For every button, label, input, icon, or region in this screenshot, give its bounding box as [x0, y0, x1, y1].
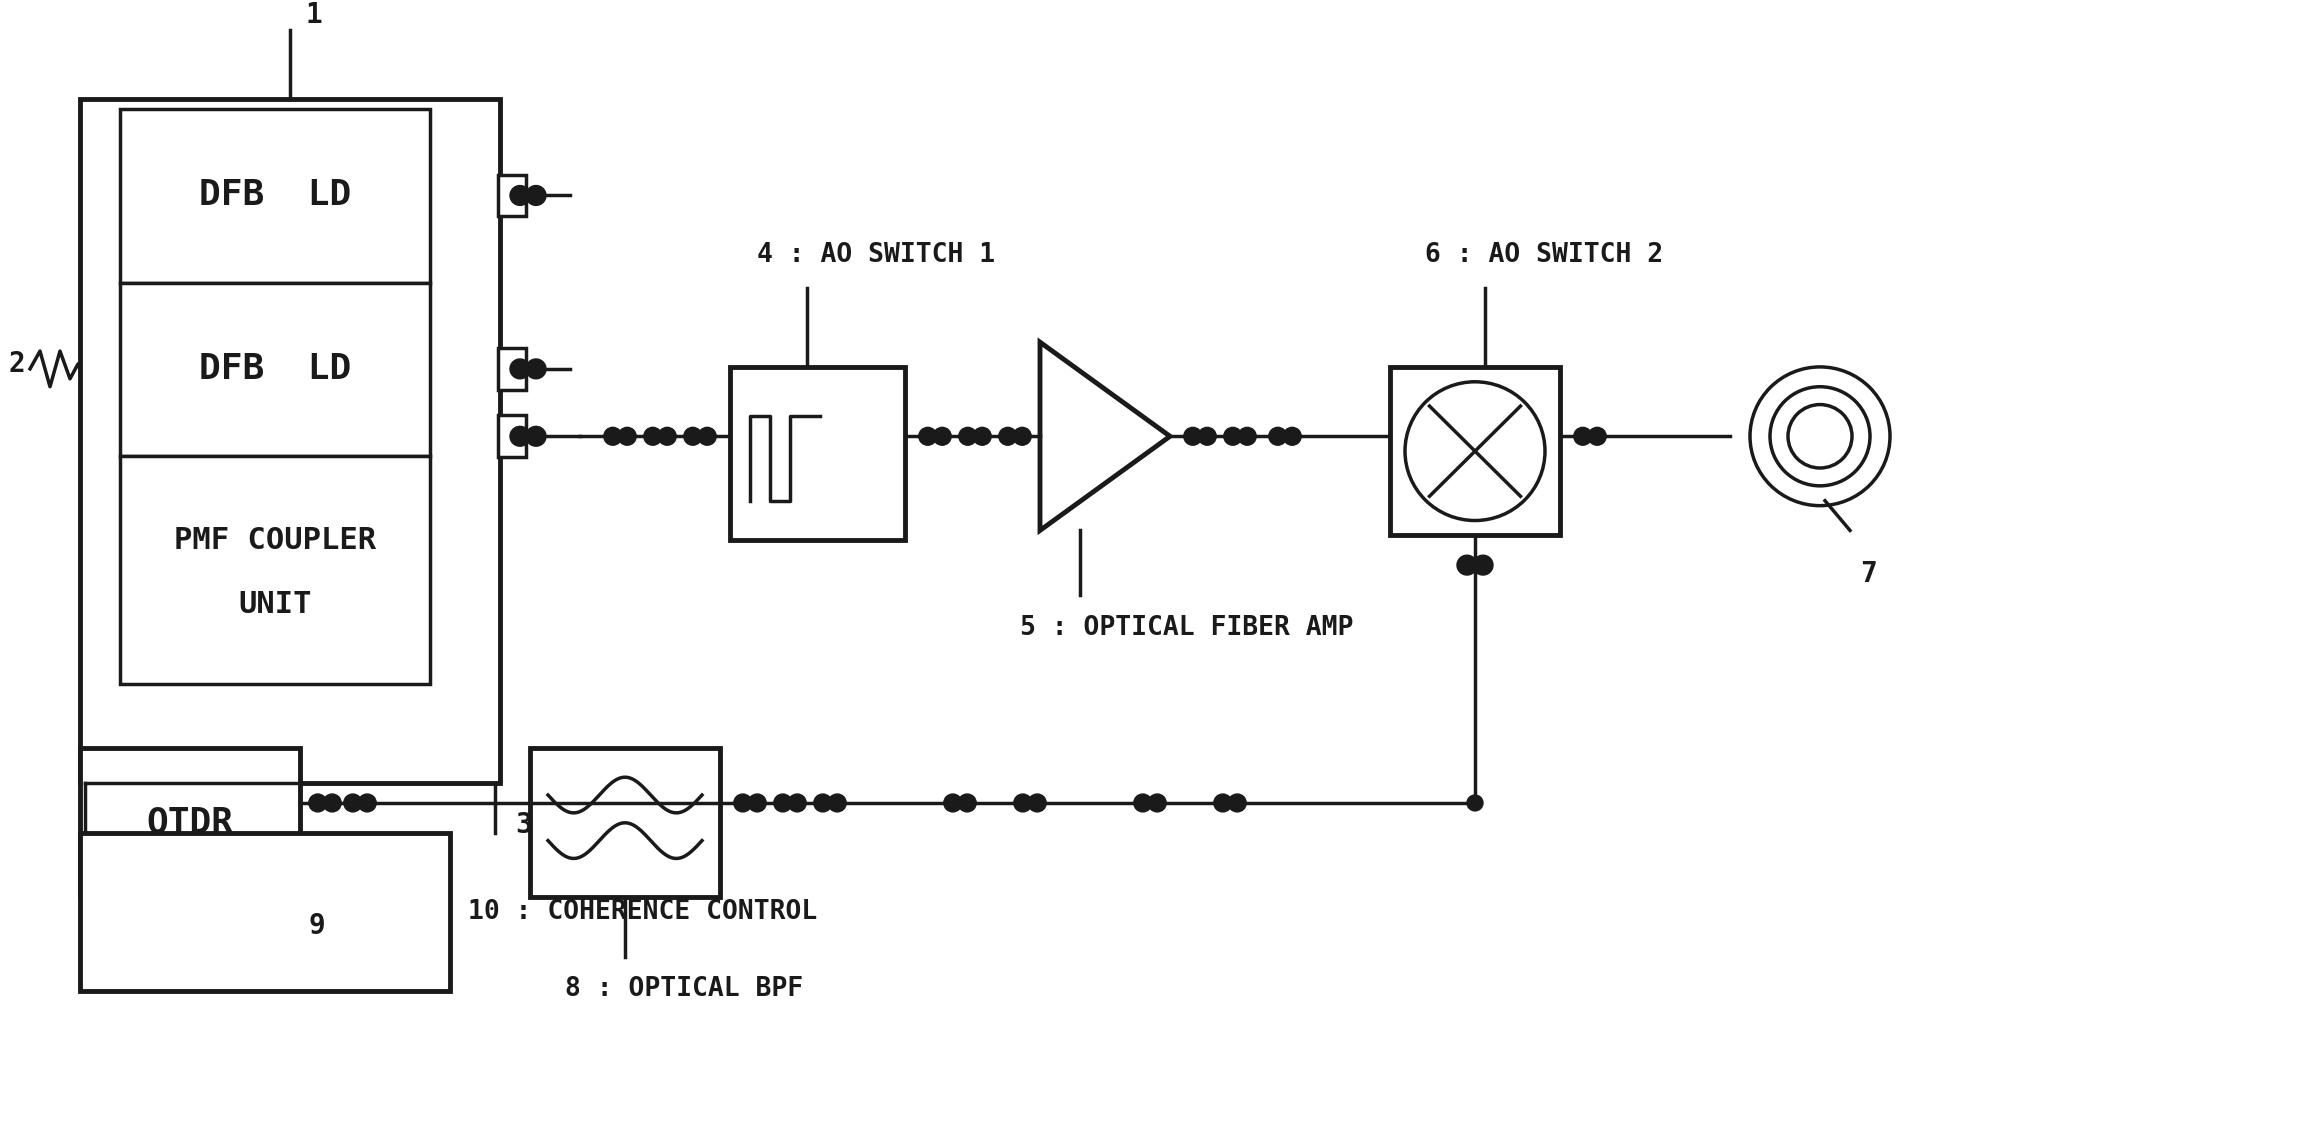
Bar: [121, 456, 429, 684]
Bar: [499, 415, 527, 457]
Bar: [1390, 367, 1560, 535]
Circle shape: [789, 794, 805, 812]
Circle shape: [309, 794, 327, 812]
Text: OTDR: OTDR: [146, 806, 234, 840]
Bar: [499, 175, 527, 217]
Circle shape: [1014, 794, 1033, 812]
Circle shape: [1149, 794, 1165, 812]
Text: DFB  LD: DFB LD: [200, 178, 350, 212]
Bar: [79, 833, 450, 991]
Circle shape: [773, 794, 791, 812]
Circle shape: [344, 794, 362, 812]
Circle shape: [527, 185, 545, 205]
Circle shape: [1223, 428, 1242, 445]
Bar: [79, 749, 299, 898]
Text: 7: 7: [1859, 560, 1878, 588]
Circle shape: [1198, 428, 1216, 445]
Text: 6 : AO SWITCH 2: 6 : AO SWITCH 2: [1425, 242, 1664, 268]
Text: 4 : AO SWITCH 1: 4 : AO SWITCH 1: [757, 242, 996, 268]
Circle shape: [1237, 428, 1256, 445]
Circle shape: [998, 428, 1017, 445]
Text: PMF COUPLER: PMF COUPLER: [174, 526, 376, 554]
Bar: [121, 110, 429, 282]
Circle shape: [1014, 428, 1031, 445]
Circle shape: [643, 428, 661, 445]
Circle shape: [511, 427, 529, 446]
Circle shape: [933, 428, 952, 445]
Circle shape: [1184, 428, 1202, 445]
Circle shape: [959, 428, 977, 445]
Circle shape: [1133, 794, 1151, 812]
Bar: [499, 348, 527, 390]
Circle shape: [603, 428, 622, 445]
Circle shape: [699, 428, 717, 445]
Circle shape: [659, 428, 675, 445]
Circle shape: [919, 428, 938, 445]
Circle shape: [1458, 555, 1476, 575]
Circle shape: [527, 359, 545, 379]
Text: DFB  LD: DFB LD: [200, 352, 350, 386]
Circle shape: [527, 427, 545, 446]
Bar: [121, 282, 429, 456]
Circle shape: [1270, 428, 1286, 445]
Circle shape: [945, 794, 961, 812]
Circle shape: [972, 428, 991, 445]
Text: 1: 1: [304, 1, 323, 29]
Circle shape: [1574, 428, 1592, 445]
Circle shape: [747, 794, 766, 812]
Circle shape: [959, 794, 977, 812]
Text: 3: 3: [515, 811, 532, 839]
Text: 9: 9: [309, 912, 325, 940]
Circle shape: [511, 359, 529, 379]
Bar: [529, 749, 720, 898]
Circle shape: [829, 794, 847, 812]
Bar: [731, 367, 905, 541]
Text: 5 : OPTICAL FIBER AMP: 5 : OPTICAL FIBER AMP: [1019, 614, 1353, 640]
Circle shape: [1467, 795, 1483, 811]
Circle shape: [815, 794, 831, 812]
Circle shape: [617, 428, 636, 445]
Circle shape: [1588, 428, 1606, 445]
Text: UNIT: UNIT: [239, 590, 311, 619]
Circle shape: [1228, 794, 1246, 812]
Circle shape: [1474, 555, 1492, 575]
Bar: [79, 99, 499, 784]
Circle shape: [1028, 794, 1047, 812]
Circle shape: [511, 185, 529, 205]
Circle shape: [323, 794, 341, 812]
Polygon shape: [1040, 342, 1170, 531]
Circle shape: [685, 428, 701, 445]
Circle shape: [1284, 428, 1302, 445]
Text: 10 : COHERENCE CONTROL: 10 : COHERENCE CONTROL: [469, 899, 817, 925]
Circle shape: [1214, 794, 1232, 812]
Text: 2: 2: [9, 350, 26, 378]
Circle shape: [733, 794, 752, 812]
Text: 8 : OPTICAL BPF: 8 : OPTICAL BPF: [564, 977, 803, 1003]
Circle shape: [357, 794, 376, 812]
